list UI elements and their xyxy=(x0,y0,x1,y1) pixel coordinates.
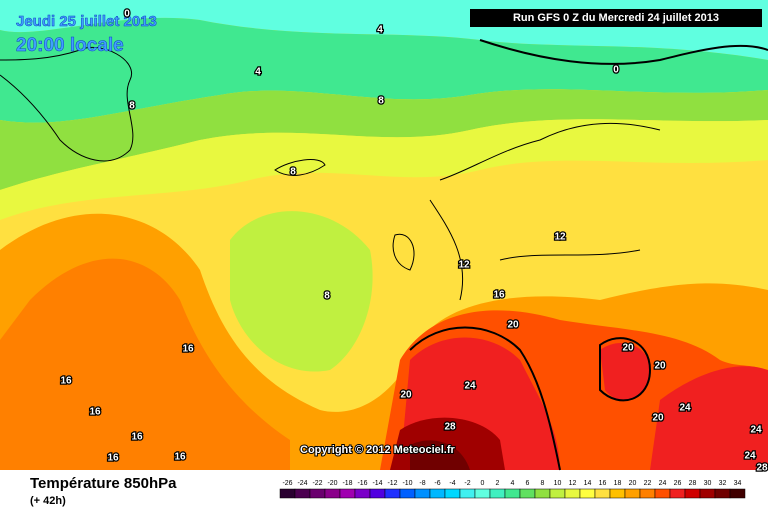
footer-lead: (+ 42h) xyxy=(30,495,66,507)
contour-label: 20 xyxy=(654,361,666,372)
forecast-date: Jeudi 25 juillet 2013 xyxy=(16,13,157,30)
legend-label: 10 xyxy=(554,480,562,487)
legend-swatch xyxy=(354,488,371,499)
forecast-time: 20:00 locale xyxy=(16,35,124,56)
legend-swatch xyxy=(534,488,551,499)
legend-label: 0 xyxy=(481,480,485,487)
legend-label: 30 xyxy=(704,480,712,487)
contour-label: 28 xyxy=(444,422,456,433)
legend-label: 24 xyxy=(659,480,667,487)
contour-label: 16 xyxy=(174,452,186,463)
legend-swatch xyxy=(624,488,641,499)
contour-label: 16 xyxy=(107,453,119,464)
contour-label: 24 xyxy=(464,381,476,392)
legend-swatch xyxy=(729,488,746,499)
contour-label: 16 xyxy=(493,290,505,301)
legend-label: -20 xyxy=(327,480,337,487)
legend-swatch xyxy=(519,488,536,499)
contour-label: 28 xyxy=(756,463,768,474)
legend-swatch xyxy=(414,488,431,499)
legend-swatch xyxy=(699,488,716,499)
map xyxy=(0,0,768,471)
contour-label: 20 xyxy=(400,390,412,401)
contour-label: 24 xyxy=(750,425,762,436)
legend-label: 6 xyxy=(526,480,530,487)
contour-label: 16 xyxy=(89,407,101,418)
legend-label: 14 xyxy=(584,480,592,487)
contour-label: 0 xyxy=(124,9,130,20)
contour-label: 8 xyxy=(290,167,296,178)
legend-swatch xyxy=(309,488,326,499)
contour-label: 24 xyxy=(744,451,756,462)
contour-label: 4 xyxy=(377,25,383,36)
contour-label: 24 xyxy=(679,403,691,414)
run-info: Run GFS 0 Z du Mercredi 24 juillet 2013 xyxy=(513,12,719,24)
legend-label: -4 xyxy=(449,480,455,487)
legend-label: -14 xyxy=(372,480,382,487)
legend-label: 12 xyxy=(569,480,577,487)
contour-label: 20 xyxy=(507,320,519,331)
contour-label: 20 xyxy=(622,343,634,354)
contour-label: 12 xyxy=(554,232,566,243)
contour-label: 0 xyxy=(613,65,619,76)
legend-label: 34 xyxy=(734,480,742,487)
legend-swatch xyxy=(684,488,701,499)
legend-label: -8 xyxy=(419,480,425,487)
legend-label: -10 xyxy=(402,480,412,487)
legend-swatch xyxy=(489,488,506,499)
legend-label: -24 xyxy=(297,480,307,487)
legend-swatch xyxy=(714,488,731,499)
contour-label: 16 xyxy=(131,432,143,443)
legend-swatch xyxy=(459,488,476,499)
legend-label: -16 xyxy=(357,480,367,487)
contour-label: 12 xyxy=(458,260,470,271)
legend-swatch xyxy=(564,488,581,499)
legend-swatch xyxy=(339,488,356,499)
legend-swatch xyxy=(474,488,491,499)
legend-swatch xyxy=(279,488,296,499)
legend-swatch xyxy=(294,488,311,499)
legend-label: 4 xyxy=(511,480,515,487)
legend-label: 22 xyxy=(644,480,652,487)
legend-swatch xyxy=(369,488,386,499)
legend-swatch xyxy=(549,488,566,499)
legend-swatch xyxy=(579,488,596,499)
legend-swatch xyxy=(504,488,521,499)
legend-label: -12 xyxy=(387,480,397,487)
footer-title: Température 850hPa xyxy=(30,475,177,492)
legend-label: -18 xyxy=(342,480,352,487)
legend-label: -2 xyxy=(464,480,470,487)
legend-swatch xyxy=(399,488,416,499)
contour-label: 8 xyxy=(129,101,135,112)
contour-label: 16 xyxy=(60,376,72,387)
legend-label: 20 xyxy=(629,480,637,487)
legend-swatch xyxy=(594,488,611,499)
legend-label: 16 xyxy=(599,480,607,487)
legend-label: -22 xyxy=(312,480,322,487)
contour-label: 8 xyxy=(324,291,330,302)
copyright: Copyright © 2012 Meteociel.fr xyxy=(300,444,456,456)
legend-label: 26 xyxy=(674,480,682,487)
legend-swatch xyxy=(444,488,461,499)
legend-label: -6 xyxy=(434,480,440,487)
legend-swatch xyxy=(654,488,671,499)
legend-label: -26 xyxy=(282,480,292,487)
legend-swatch xyxy=(324,488,341,499)
legend-swatch xyxy=(669,488,686,499)
legend-label: 32 xyxy=(719,480,727,487)
legend-label: 18 xyxy=(614,480,622,487)
legend-label: 8 xyxy=(541,480,545,487)
legend-label: 2 xyxy=(496,480,500,487)
legend-swatch xyxy=(429,488,446,499)
contour-label: 8 xyxy=(378,96,384,107)
legend-swatch xyxy=(384,488,401,499)
legend-label: 28 xyxy=(689,480,697,487)
legend-swatch xyxy=(609,488,626,499)
legend-swatch xyxy=(639,488,656,499)
contour-label: 4 xyxy=(255,67,261,78)
contour-label: 20 xyxy=(652,413,664,424)
contour-label: 16 xyxy=(182,344,194,355)
